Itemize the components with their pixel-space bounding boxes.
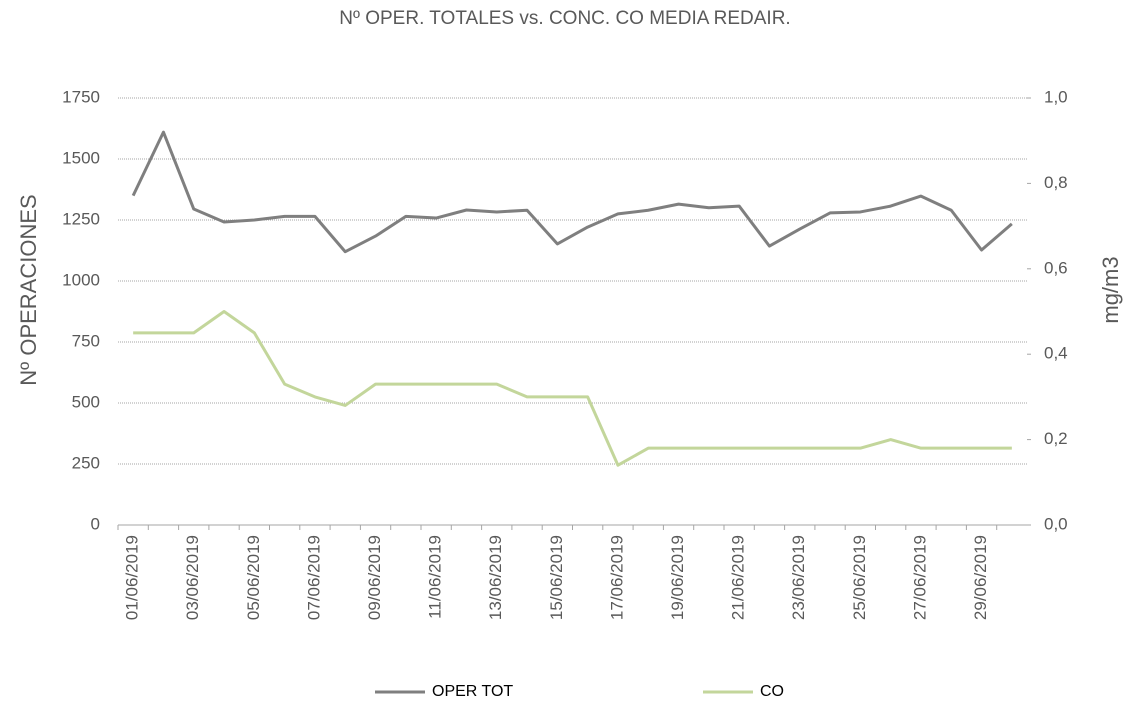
x-tick-label: 11/06/2019 <box>426 535 445 619</box>
y2-tick-label: 1,0 <box>1044 87 1068 106</box>
chart-title: Nº OPER. TOTALES vs. CONC. CO MEDIA REDA… <box>339 8 790 29</box>
x-tick-label: 13/06/2019 <box>486 535 505 620</box>
y2-tick-label: 0,2 <box>1044 429 1068 448</box>
x-tick-label: 01/06/2019 <box>123 535 142 620</box>
y-tick-label: 1750 <box>62 87 100 106</box>
y2-tick-label: 0,6 <box>1044 258 1068 277</box>
x-tick-label: 05/06/2019 <box>244 535 263 620</box>
legend-label: CO <box>760 683 784 700</box>
y-axis-title: Nº OPERACIONES <box>16 194 41 385</box>
x-tick-label: 17/06/2019 <box>607 535 626 620</box>
y-tick-label: 1250 <box>62 209 100 228</box>
y2-tick-label: 0,0 <box>1044 514 1068 533</box>
y-tick-label: 500 <box>72 392 100 411</box>
series-line <box>133 310 1012 467</box>
x-tick-label: 19/06/2019 <box>668 535 687 620</box>
x-tick-label: 07/06/2019 <box>304 535 323 620</box>
y-tick-label: 250 <box>72 453 100 472</box>
y2-axis-title: mg/m3 <box>1098 256 1123 323</box>
x-tick-label: 27/06/2019 <box>910 535 929 620</box>
x-tick-label: 23/06/2019 <box>789 535 808 620</box>
y2-tick-label: 0,8 <box>1044 173 1068 192</box>
legend-label: OPER TOT <box>432 683 513 700</box>
x-tick-label: 09/06/2019 <box>365 535 384 620</box>
series-line <box>131 130 1013 254</box>
y2-tick-label: 0,4 <box>1044 344 1068 363</box>
x-tick-label: 03/06/2019 <box>183 535 202 620</box>
y-tick-label: 750 <box>72 331 100 350</box>
x-tick-label: 15/06/2019 <box>547 535 566 620</box>
y-tick-label: 1500 <box>62 148 100 167</box>
y-tick-label: 1000 <box>62 270 100 289</box>
x-tick-label: 21/06/2019 <box>729 535 748 620</box>
x-tick-label: 29/06/2019 <box>971 535 990 620</box>
y-tick-label: 0 <box>91 514 100 533</box>
x-tick-label: 25/06/2019 <box>850 535 869 620</box>
